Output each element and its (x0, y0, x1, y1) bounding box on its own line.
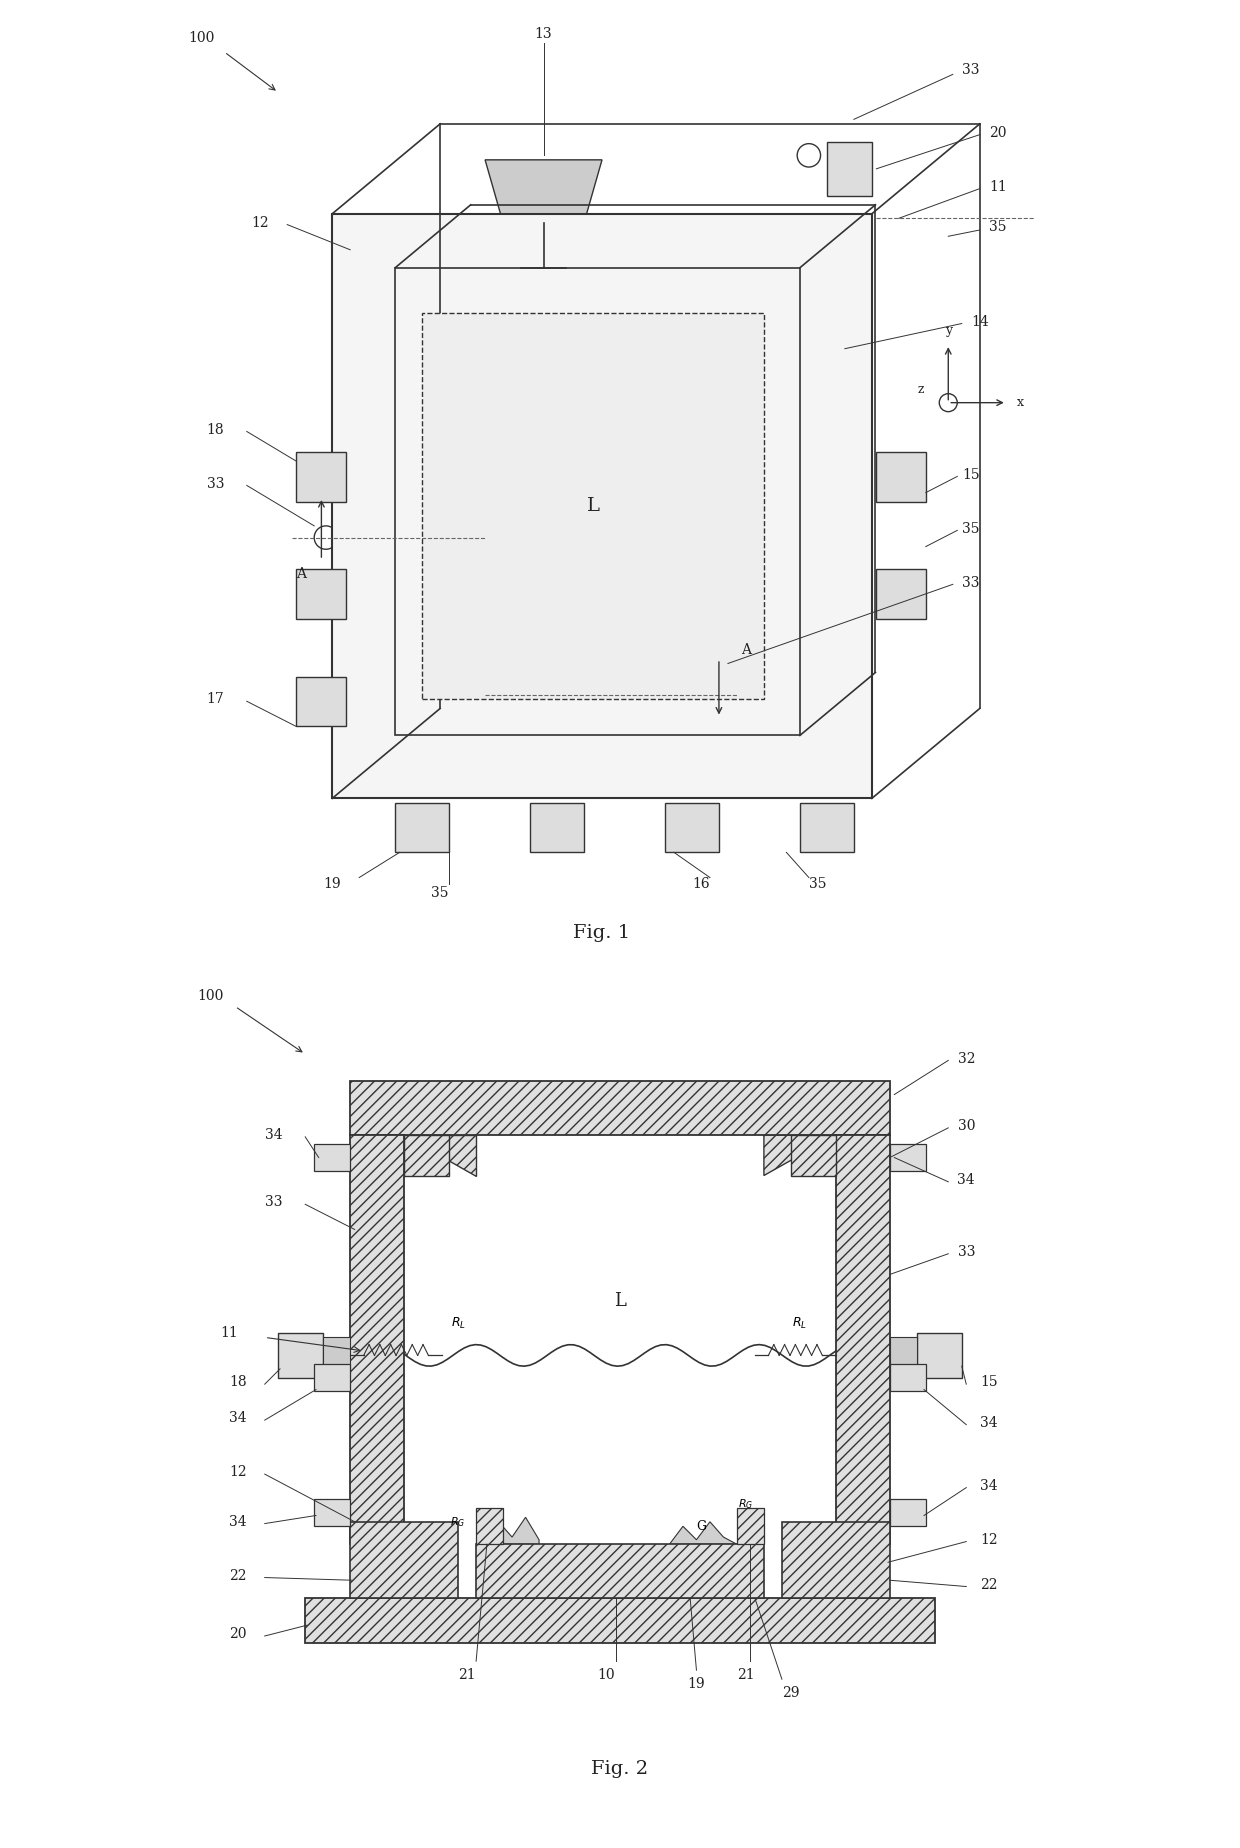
Text: A: A (295, 567, 306, 580)
Text: 29: 29 (782, 1685, 800, 1700)
Text: 12: 12 (980, 1532, 997, 1547)
Bar (890, 1364, 926, 1392)
Text: 35: 35 (810, 876, 827, 891)
Text: 30: 30 (957, 1120, 975, 1133)
Text: 34: 34 (980, 1416, 997, 1430)
Text: 34: 34 (229, 1515, 247, 1528)
Bar (305, 1599, 935, 1643)
Text: 20: 20 (229, 1628, 247, 1641)
Bar (296, 569, 346, 619)
Text: 12: 12 (229, 1465, 247, 1478)
Bar (916, 1332, 962, 1379)
Text: 33: 33 (962, 63, 980, 78)
Polygon shape (670, 1521, 737, 1545)
Bar (476, 1545, 764, 1599)
Bar (396, 802, 449, 852)
Text: 18: 18 (207, 423, 224, 436)
Text: 13: 13 (534, 28, 552, 41)
Text: G: G (696, 1519, 706, 1532)
Text: 34: 34 (957, 1173, 975, 1186)
Bar (350, 1135, 404, 1545)
Text: 17: 17 (206, 693, 224, 706)
Text: 35: 35 (962, 521, 980, 536)
Polygon shape (404, 1135, 476, 1175)
Text: L: L (587, 497, 599, 516)
Bar (296, 453, 346, 501)
Text: 14: 14 (971, 314, 988, 329)
Bar (324, 1338, 350, 1373)
Bar (278, 1332, 324, 1379)
Bar (890, 1144, 926, 1172)
Text: 22: 22 (229, 1569, 247, 1582)
Polygon shape (764, 1135, 836, 1175)
Text: 33: 33 (962, 575, 980, 590)
Text: x: x (1017, 395, 1024, 408)
Bar (422, 312, 764, 700)
Text: 12: 12 (252, 216, 269, 229)
Text: 15: 15 (962, 468, 980, 482)
Bar (314, 1144, 350, 1172)
Text: 16: 16 (692, 876, 709, 891)
Text: 35: 35 (990, 220, 1007, 235)
Bar (836, 1135, 890, 1545)
Text: L: L (614, 1292, 626, 1310)
Text: 33: 33 (265, 1196, 283, 1209)
Bar (350, 1081, 890, 1135)
Bar (332, 214, 872, 798)
Text: 19: 19 (324, 876, 341, 891)
Text: 21: 21 (459, 1667, 476, 1682)
Text: 10: 10 (598, 1667, 615, 1682)
Polygon shape (485, 159, 601, 224)
Bar (890, 1499, 926, 1526)
Bar (350, 1521, 458, 1599)
Text: $R_G$: $R_G$ (738, 1497, 754, 1510)
Bar (476, 1508, 503, 1545)
Bar (877, 453, 926, 501)
Bar (296, 676, 346, 726)
Bar (665, 802, 719, 852)
Bar (314, 1364, 350, 1392)
Bar (800, 802, 854, 852)
Text: 11: 11 (219, 1325, 238, 1340)
Text: $R_L$: $R_L$ (792, 1316, 807, 1331)
Text: $R_L$: $R_L$ (450, 1316, 466, 1331)
Text: 18: 18 (229, 1375, 247, 1390)
Text: 32: 32 (957, 1052, 975, 1066)
Text: 100: 100 (188, 31, 215, 46)
Text: 11: 11 (988, 179, 1007, 194)
Text: 15: 15 (980, 1375, 997, 1390)
Text: 100: 100 (197, 989, 224, 1003)
Bar (890, 1338, 916, 1373)
Bar (529, 802, 584, 852)
Text: Fig. 2: Fig. 2 (591, 1759, 649, 1778)
Text: 22: 22 (980, 1578, 997, 1591)
Text: 33: 33 (957, 1246, 975, 1258)
Polygon shape (485, 1517, 539, 1545)
Bar (314, 1499, 350, 1526)
Bar (396, 268, 800, 736)
Text: $R_G$: $R_G$ (450, 1515, 466, 1528)
Bar (791, 1135, 836, 1175)
Bar (737, 1508, 764, 1545)
Text: 34: 34 (980, 1478, 997, 1493)
Text: 34: 34 (265, 1127, 283, 1142)
Bar (404, 1135, 449, 1175)
Text: A: A (742, 643, 751, 658)
Text: Fig. 1: Fig. 1 (573, 924, 631, 942)
Text: 20: 20 (990, 126, 1007, 140)
Bar (782, 1521, 890, 1599)
Bar (827, 142, 872, 196)
Bar (877, 569, 926, 619)
Text: 34: 34 (229, 1412, 247, 1425)
Text: 19: 19 (688, 1676, 706, 1691)
Text: 21: 21 (737, 1667, 755, 1682)
Text: 35: 35 (432, 885, 449, 900)
Text: y: y (945, 323, 952, 336)
Text: 33: 33 (207, 477, 224, 490)
Text: z: z (918, 383, 925, 395)
